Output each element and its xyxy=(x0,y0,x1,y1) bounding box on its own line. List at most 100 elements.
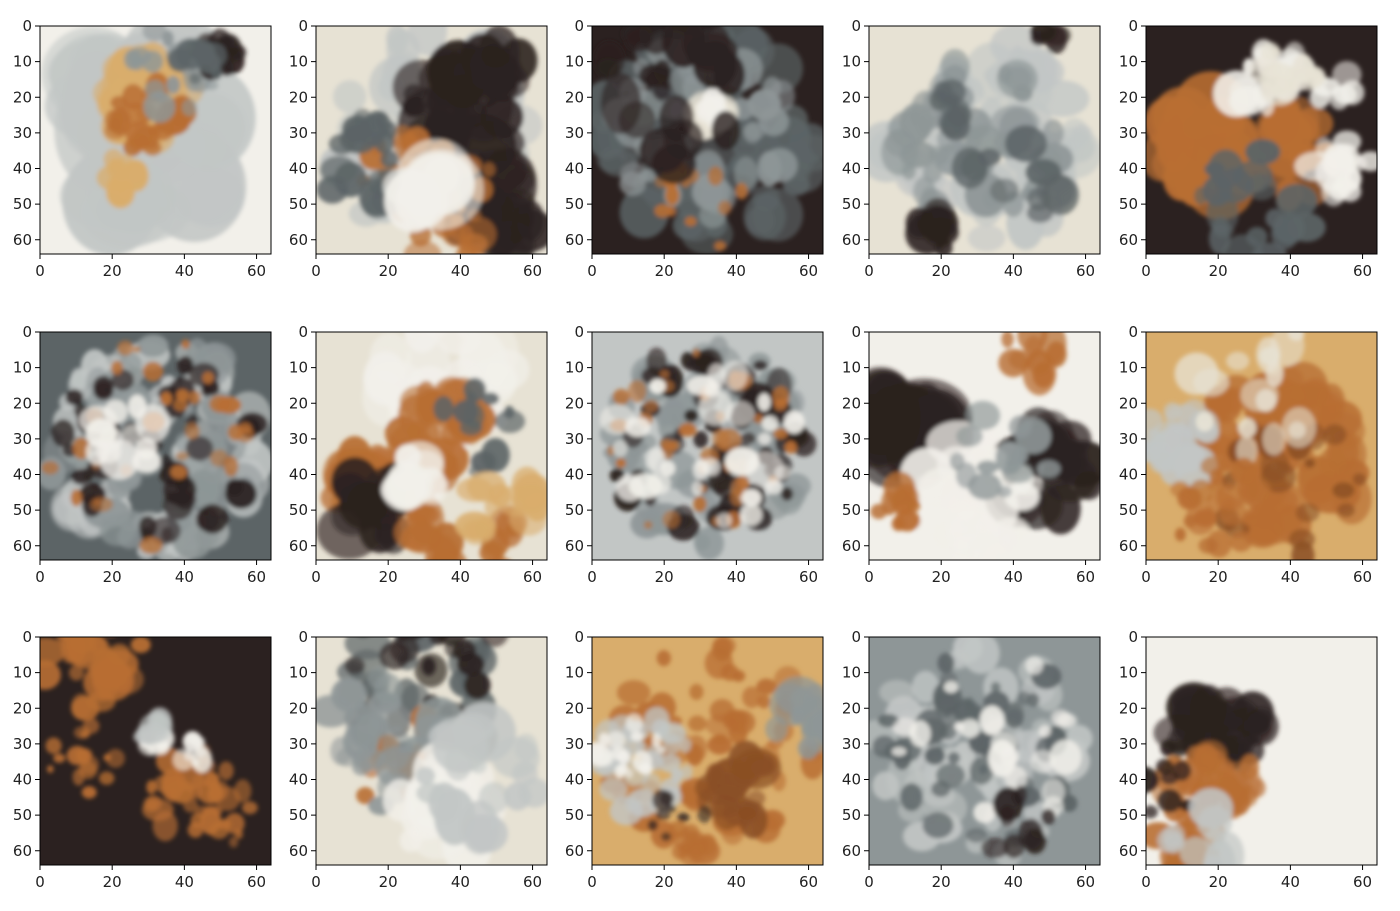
texture-blob xyxy=(482,392,499,405)
texture-blob xyxy=(798,737,819,759)
texture-blob xyxy=(1323,424,1346,445)
texture-blob xyxy=(1036,173,1074,209)
texture-blob xyxy=(111,361,123,375)
texture-blob xyxy=(998,64,1012,83)
y-tick-label: 0 xyxy=(851,628,861,646)
texture-blob xyxy=(694,526,724,560)
texture-blob xyxy=(944,681,958,693)
image-panel-1: 0 20 40 60 0 10 20 30 40 50 60 xyxy=(0,0,275,275)
y-tick-label: 60 xyxy=(565,231,584,249)
y-tick-label: 40 xyxy=(565,771,584,789)
x-tick-label: 0 xyxy=(587,873,597,891)
y-tick-label: 40 xyxy=(289,160,308,178)
texture-blob xyxy=(781,487,793,501)
texture-blob xyxy=(677,813,689,822)
x-tick-label: 0 xyxy=(864,568,874,586)
y-tick-label: 10 xyxy=(289,664,308,682)
y-tick-label: 10 xyxy=(842,664,861,682)
texture-blob xyxy=(192,38,205,48)
texture-blob xyxy=(1050,740,1082,775)
y-tick-label: 50 xyxy=(842,195,861,213)
texture-blob xyxy=(599,778,627,801)
texture-blob xyxy=(667,206,676,217)
texture-blob xyxy=(665,186,679,205)
texture-blob xyxy=(680,765,693,779)
y-tick-label: 40 xyxy=(565,160,584,178)
texture-blob xyxy=(741,432,756,444)
texture-blob xyxy=(1164,833,1183,847)
y-tick-label: 50 xyxy=(842,501,861,519)
texture-blob xyxy=(625,417,651,436)
x-tick-label: 40 xyxy=(1281,262,1300,280)
texture-blob xyxy=(1340,80,1364,105)
texture-blob xyxy=(644,707,669,734)
y-tick-label: 0 xyxy=(22,628,32,646)
texture-blob xyxy=(429,627,447,645)
texture-blob xyxy=(763,77,781,99)
texture-blob xyxy=(143,797,158,812)
texture-blob xyxy=(695,771,745,804)
texture-blob xyxy=(1048,421,1092,458)
texture-blob xyxy=(765,479,782,494)
x-tick-label: 40 xyxy=(727,568,746,586)
texture-blob xyxy=(146,780,156,794)
texture-blob xyxy=(1017,691,1031,705)
texture-blob xyxy=(706,714,739,737)
texture-blob xyxy=(1156,759,1174,775)
texture-blob xyxy=(128,394,146,418)
image-panel-8: 0 20 40 60 0 10 20 30 40 50 60 xyxy=(552,306,827,581)
texture-blob xyxy=(352,747,386,770)
texture-blob xyxy=(938,79,966,104)
y-tick-label: 0 xyxy=(574,323,584,341)
texture-blob xyxy=(681,352,695,369)
texture-blob xyxy=(679,423,697,436)
texture-blob xyxy=(762,148,798,182)
texture-blob xyxy=(1018,818,1043,849)
texture-blob xyxy=(998,349,1028,377)
x-tick-label: 60 xyxy=(247,262,266,280)
texture-blob xyxy=(1332,482,1354,498)
generated-image-1 xyxy=(40,12,271,255)
image-panel-15: 0 20 40 60 0 10 20 30 40 50 60 xyxy=(1106,611,1381,886)
y-tick-label: 20 xyxy=(565,88,584,106)
texture-blob xyxy=(47,765,54,773)
texture-blob xyxy=(685,217,697,227)
texture-blob xyxy=(656,746,665,753)
y-tick-label: 10 xyxy=(565,359,584,377)
y-tick-label: 10 xyxy=(565,664,584,682)
texture-blob xyxy=(185,423,200,440)
texture-blob xyxy=(196,507,220,531)
texture-blob xyxy=(1262,423,1285,455)
texture-blob xyxy=(202,372,214,384)
x-tick-label: 40 xyxy=(175,568,194,586)
texture-blob xyxy=(1041,809,1055,825)
y-tick-label: 40 xyxy=(13,160,32,178)
texture-blob xyxy=(940,724,957,740)
texture-blob xyxy=(762,416,779,432)
texture-blob xyxy=(193,759,199,767)
y-tick-label: 0 xyxy=(298,17,308,35)
y-tick-label: 30 xyxy=(842,735,861,753)
x-tick-label: 60 xyxy=(1353,873,1372,891)
texture-blob xyxy=(210,806,222,817)
texture-blob xyxy=(684,409,698,422)
texture-blob xyxy=(1358,151,1384,171)
texture-blob xyxy=(160,392,172,405)
x-tick-label: 20 xyxy=(379,873,398,891)
texture-blob xyxy=(451,713,495,743)
texture-blob xyxy=(618,101,655,138)
texture-blob xyxy=(939,110,964,137)
texture-blob xyxy=(966,401,1001,430)
x-tick-label: 40 xyxy=(727,873,746,891)
texture-blob xyxy=(1143,805,1158,818)
image-panel-9: 0 20 40 60 0 10 20 30 40 50 60 xyxy=(829,306,1104,581)
texture-blob xyxy=(69,665,84,680)
texture-blob xyxy=(1256,389,1277,412)
texture-blob xyxy=(433,396,453,422)
texture-blob xyxy=(892,747,907,756)
y-tick-label: 40 xyxy=(289,771,308,789)
texture-blob xyxy=(693,496,706,512)
texture-blob xyxy=(115,168,128,182)
x-tick-label: 0 xyxy=(1141,873,1151,891)
texture-blob xyxy=(979,148,1001,166)
